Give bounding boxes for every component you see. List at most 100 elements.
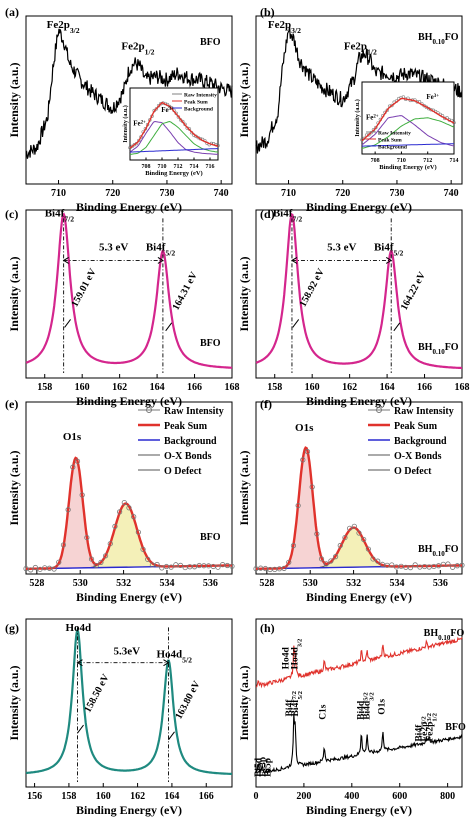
sample-label: BH0.10FO — [418, 32, 459, 46]
y-axis-label: Intensity (a.u.) — [7, 665, 21, 740]
raw-intensity-point — [37, 566, 43, 572]
x-axis-label: Binding Energy (eV) — [306, 394, 412, 408]
panel-label: (e) — [5, 397, 18, 411]
x-tick-label: 158 — [267, 382, 282, 393]
peak-label: O1s — [63, 431, 82, 443]
inset-x-tick-label: 714 — [190, 164, 199, 170]
peak-label: Bi4f5/2 — [291, 690, 304, 716]
legend-label: Background — [164, 436, 217, 447]
peak-label: 5.3 eV — [327, 241, 356, 253]
peak-label: Fe2p1/2 — [426, 712, 439, 741]
inset-peak-label: Fe2+ — [366, 114, 379, 122]
inset-x-tick-label: 712 — [174, 164, 183, 170]
peak-label: Ho4d5/2 — [156, 649, 192, 665]
inset-legend-label: Raw Intensity — [378, 131, 411, 137]
panel-d: 158 160 162 164 166 168 Binding Energy (eV) Int… — [237, 207, 470, 408]
raw-intensity-point — [337, 542, 343, 549]
x-tick-label: 168 — [225, 382, 240, 393]
raw-intensity-point — [84, 534, 90, 541]
legend-label: Peak Sum — [164, 421, 208, 432]
inset-legend-label: Background — [378, 145, 407, 151]
inset-x-tick-label: 710 — [397, 158, 406, 164]
arrow-head-right — [385, 256, 393, 264]
plot-frame — [25, 618, 233, 788]
raw-intensity-point — [177, 562, 184, 568]
panel-g: 156 158 160 162 164 166 Binding Energy (eV) Int… — [5, 618, 233, 817]
inset-x-axis-label: Binding Energy (eV) — [145, 170, 202, 177]
inset-y-axis-label: Intensity (a.u.) — [354, 99, 361, 137]
value-leader — [77, 724, 84, 734]
peak-label: Bi4f5/2 — [146, 241, 176, 257]
x-tick-label: 0 — [254, 791, 259, 802]
x-tick-label: 400 — [344, 791, 359, 802]
raw-intensity-point — [23, 566, 29, 572]
y-axis-label: Intensity (a.u.) — [237, 665, 251, 740]
x-axis-label: Binding Energy (eV) — [76, 803, 182, 817]
value-leader — [393, 322, 401, 332]
raw-intensity-point — [318, 556, 325, 562]
raw-intensity-point — [309, 484, 315, 490]
series-label: BFO — [445, 722, 466, 733]
series-label: BH0.10FO — [424, 628, 465, 642]
raw-intensity-point — [135, 529, 141, 535]
panel-label: (g) — [5, 621, 19, 635]
peak-label: Bi5p — [263, 758, 273, 777]
raw-intensity-point — [70, 464, 76, 470]
x-tick-label: 156 — [27, 791, 42, 802]
y-axis-label: Intensity (a.u.) — [237, 62, 251, 137]
raw-intensity-point — [389, 562, 395, 568]
peak-label: C1s — [318, 704, 328, 720]
raw-intensity-point — [191, 564, 198, 570]
inset-plot: 708 710 712 714 716 Binding Energy (eV) Intens… — [122, 87, 220, 177]
x-tick-label: 158 — [61, 791, 76, 802]
peak-label: Bi4f7/2 — [285, 690, 298, 716]
legend-label: O Defect — [164, 466, 202, 477]
raw-intensity-point — [398, 563, 404, 569]
peak-annotation: Fe2p1/2 — [344, 41, 377, 57]
x-tick-label: 168 — [455, 382, 470, 393]
inset-y-axis-label: Intensity (a.u.) — [122, 105, 129, 143]
inset-curve — [129, 101, 219, 149]
raw-intensity-point — [93, 562, 99, 569]
raw-intensity-point — [445, 561, 451, 567]
series-line — [25, 212, 233, 369]
inset-raw-point — [159, 101, 163, 106]
x-axis-label: Binding Energy (eV) — [306, 803, 412, 817]
raw-intensity-point — [332, 554, 339, 560]
inset-curve — [361, 97, 455, 142]
value-leader — [292, 319, 300, 328]
peak-label: Bi4f7/2 — [273, 208, 303, 224]
panel-label: (f) — [260, 397, 272, 411]
peak-position-value: 159.01 eV — [70, 266, 100, 309]
arrow-head-left — [62, 256, 69, 264]
x-tick-label: 710 — [281, 188, 296, 199]
peak-sum-line — [26, 456, 232, 570]
raw-intensity-point — [220, 562, 226, 568]
raw-intensity-point — [145, 556, 151, 562]
inset-frame — [361, 81, 455, 155]
peak-annotation: Fe2p3/2 — [268, 19, 301, 35]
panel-h: 0 200 400 600 800 Binding Energy (eV) Intensit… — [237, 618, 466, 817]
x-tick-label: 162 — [112, 382, 127, 393]
x-tick-label: 532 — [116, 578, 131, 589]
raw-intensity-point — [300, 457, 306, 463]
raw-intensity-point — [121, 500, 127, 506]
x-tick-label: 534 — [389, 578, 404, 589]
plot-frame — [255, 618, 463, 788]
plot-frame — [255, 401, 463, 575]
peak-position-value: 158.92 eV — [298, 266, 328, 309]
raw-intensity-point — [154, 561, 160, 568]
inset-raw-point — [390, 103, 394, 108]
raw-intensity-point — [365, 546, 371, 552]
peak-position-value: 164.31 eV — [171, 270, 201, 313]
inset-plot: 708 710 712 714 Binding Energy (eV) Intensity… — [354, 81, 459, 171]
value-leader — [168, 731, 175, 741]
inset-x-tick-label: 716 — [206, 164, 215, 170]
inset-legend-label: Raw Intensity — [184, 93, 217, 99]
inset-x-tick-label: 708 — [371, 158, 380, 164]
raw-intensity-point — [51, 566, 57, 572]
peak-sum-line — [256, 446, 462, 570]
peak-label: Ho4d3/2 — [291, 638, 304, 669]
inset-curve — [361, 115, 455, 147]
panel-b: 710 720 730 740 Binding Energy (eV) Intensity… — [237, 5, 463, 214]
